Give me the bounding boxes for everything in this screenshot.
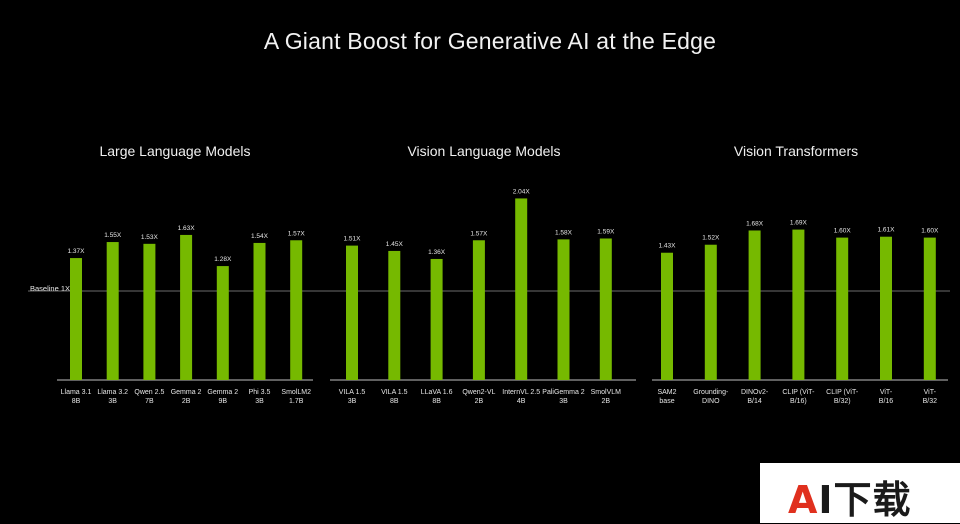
category-label: PaliGemma 2 [542,389,585,396]
bar [557,239,570,380]
bar-value-label: 1.60X [834,228,852,235]
panel-title: Large Language Models [99,143,250,159]
panel-title: Vision Language Models [407,143,560,159]
category-label: SmolLM2 [281,389,311,396]
bar-value-label: 1.60X [921,228,939,235]
category-label: B/32 [923,398,938,405]
bar-value-label: 1.55X [104,232,122,239]
bar [106,242,119,380]
baseline-label: Baseline 1X [30,284,70,293]
bar [70,258,82,380]
bar-value-label: 1.52X [702,235,720,242]
category-label: SmolVLM [591,389,622,396]
bar [430,258,443,380]
category-label: ViT- [924,389,937,396]
bar-value-label: 1.57X [470,230,488,237]
watermark-text: AI下载 [788,478,912,522]
bar-value-label: 2.04X [513,188,531,195]
bar [880,236,892,380]
category-label: DINOv2- [741,389,769,396]
panel-title: Vision Transformers [734,143,858,159]
bar [748,230,761,380]
bar [836,237,849,380]
category-label: 7B [145,398,154,405]
category-label: 2B [475,398,484,405]
bar [472,240,485,380]
bar [290,240,303,380]
category-label: DINO [702,398,720,405]
category-label: B/16) [790,398,807,405]
category-label: Gemma 2 [171,389,202,396]
category-label: 8B [390,398,399,405]
category-label: 8B [72,398,81,405]
category-label: 1.7B [289,398,304,405]
category-label: CLIP (ViT- [826,389,859,396]
bar-value-label: 1.58X [555,229,573,236]
category-label: 3B [559,398,568,405]
watermark-logo: AI下载 [760,463,960,523]
category-label: 3B [348,398,357,405]
chart-title: A Giant Boost for Generative AI at the E… [263,28,717,54]
category-label: 2B [602,398,611,405]
category-label: Phi 3.5 [249,389,271,396]
bar [599,238,612,380]
category-label: Llama 3.2 [97,389,128,396]
bar-value-label: 1.54X [251,233,269,240]
bar-value-label: 1.51X [344,236,362,243]
category-label: Llama 3.1 [61,389,92,396]
bar-value-label: 1.43X [659,243,677,250]
category-label: B/14 [747,398,762,405]
category-label: Qwen 2.5 [134,389,164,396]
category-label: 2B [182,398,191,405]
bar-value-label: 1.69X [790,220,808,227]
bar [253,242,266,380]
bar [661,252,673,380]
bar-value-label: 1.61X [878,227,896,234]
category-label: InternVL 2.5 [502,389,540,396]
category-label: CLIP (ViT- [782,389,815,396]
bar-value-label: 1.57X [288,230,306,237]
category-label: Qwen2-VL [462,389,495,396]
bar [923,237,936,380]
category-label: Gemma 2 [207,389,238,396]
bar-value-label: 1.36X [428,249,446,256]
category-label: Grounding- [693,389,729,396]
category-label: VILA 1.5 [339,389,366,396]
bar-value-label: 1.28X [214,256,232,263]
bar [388,250,401,380]
bar [704,244,717,380]
bar-value-label: 1.59X [597,228,615,235]
bar [346,245,358,380]
category-label: 4B [517,398,526,405]
bar-value-label: 1.68X [746,220,764,227]
bar-value-label: 1.37X [68,248,86,255]
category-label: 9B [219,398,228,405]
category-label: 3B [255,398,264,405]
category-label: 8B [432,398,441,405]
category-label: VILA 1.5 [381,389,408,396]
bar-value-label: 1.63X [178,225,196,232]
bar [515,198,528,380]
category-label: LLaVA 1.6 [421,389,453,396]
bar [792,229,805,380]
bar-value-label: 1.53X [141,234,159,241]
category-label: B/16 [879,398,894,405]
category-label: 3B [108,398,117,405]
category-label: base [659,398,674,405]
category-label: SAM2 [657,389,676,396]
bar-value-label: 1.45X [386,241,404,248]
category-label: B/32) [834,398,851,405]
bar [143,243,156,380]
bar [180,234,193,380]
category-label: ViT- [880,389,893,396]
bar [216,266,229,380]
